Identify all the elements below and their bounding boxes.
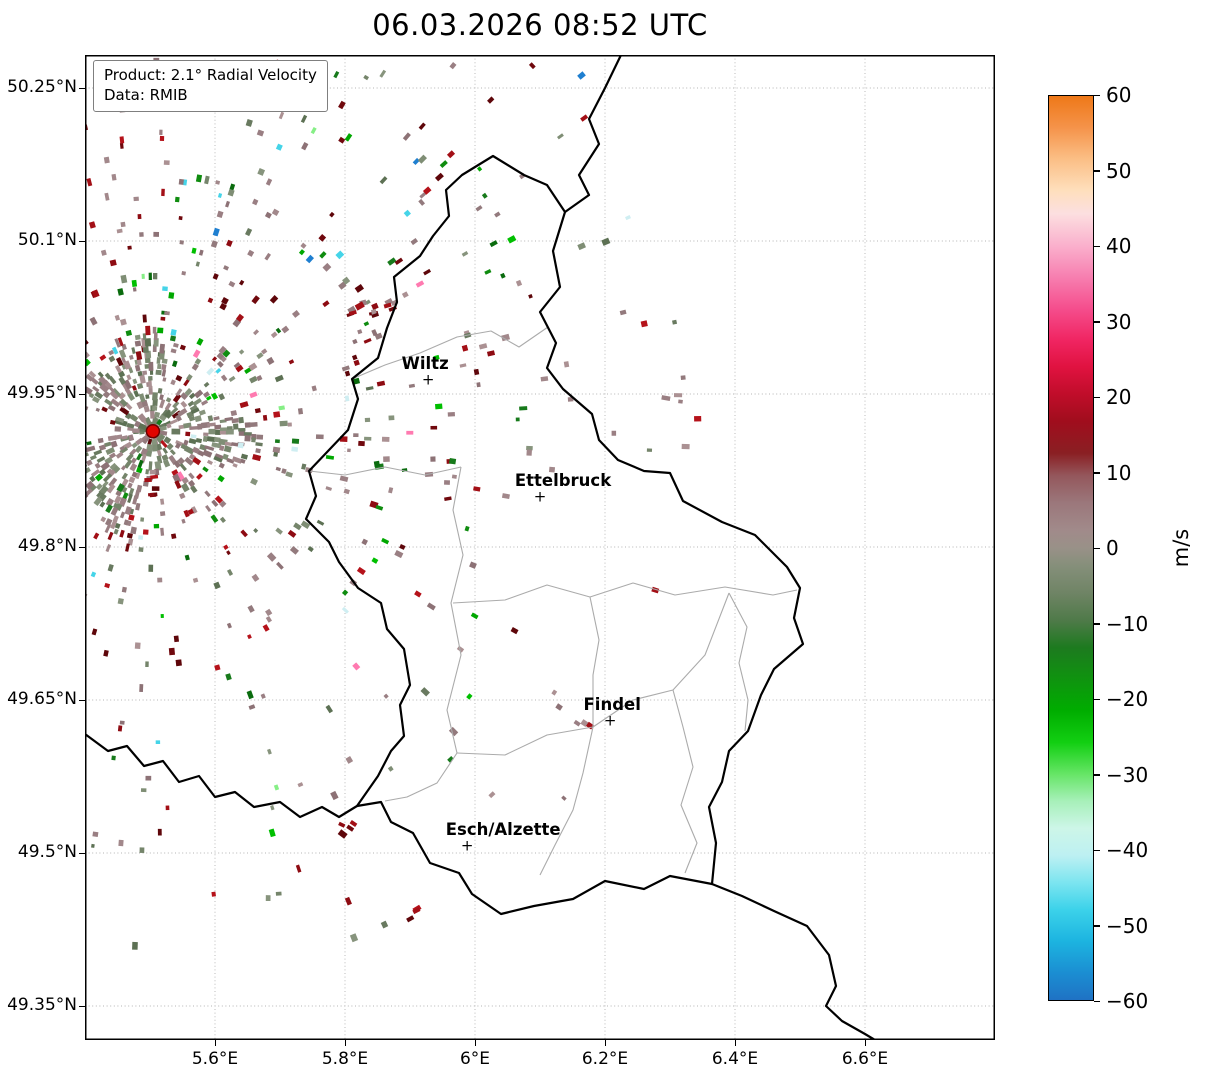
canton-border <box>351 326 557 380</box>
city-label: Wiltz <box>401 353 449 373</box>
colorbar-tick-label: 10 <box>1106 460 1132 485</box>
y-tick-label: 49.95°N <box>7 383 77 403</box>
y-tick-label: 50.1°N <box>17 230 77 250</box>
x-tick-mark <box>864 1040 866 1046</box>
canton-border <box>728 592 749 732</box>
city-label: Esch/Alzette <box>445 819 561 839</box>
x-tick-mark <box>214 1040 216 1046</box>
canton-border <box>308 466 462 476</box>
colorbar-tick-label: 30 <box>1106 309 1132 334</box>
y-tick-label: 49.65°N <box>7 689 77 709</box>
city-marker: + <box>421 370 435 389</box>
colorbar-tick-mark <box>1094 94 1100 96</box>
colorbar <box>1048 95 1094 1001</box>
product-label: Product: 2.1° Radial Velocity <box>104 66 317 84</box>
colorbar-tick-mark <box>1094 623 1100 625</box>
canton-border <box>452 582 798 604</box>
colorbar-tick-label: 40 <box>1106 234 1132 258</box>
y-tick-mark <box>79 393 85 395</box>
x-tick-label: 6.4°E <box>711 1049 759 1069</box>
canton-border <box>456 592 730 756</box>
axes-frame <box>85 55 995 1040</box>
x-tick-label: 6°E <box>459 1049 491 1069</box>
canton-border <box>384 466 464 802</box>
y-tick-mark <box>79 852 85 854</box>
y-tick-mark <box>79 699 85 701</box>
colorbar-tick-label: −10 <box>1106 611 1149 636</box>
france-germany-border <box>711 882 876 1040</box>
colorbar-tick-mark <box>1094 245 1100 247</box>
x-tick-mark <box>344 1040 346 1046</box>
y-tick-mark <box>79 240 85 242</box>
colorbar-tick-mark <box>1094 698 1100 700</box>
x-tick-mark <box>734 1040 736 1046</box>
map-canvas <box>85 55 995 1040</box>
y-tick-label: 49.35°N <box>7 995 77 1015</box>
colorbar-tick-label: −30 <box>1106 762 1149 787</box>
colorbar-tick-label: 0 <box>1106 536 1119 560</box>
colorbar-tick-label: −60 <box>1106 989 1149 1013</box>
belgium-france-border <box>85 733 358 819</box>
x-tick-label: 6.6°E <box>841 1049 889 1069</box>
y-tick-mark <box>79 87 85 89</box>
city-marker: + <box>533 487 547 506</box>
colorbar-tick-label: 20 <box>1106 385 1132 409</box>
canton-border <box>589 596 600 727</box>
city-label: Ettelbruck <box>514 471 612 491</box>
city-marker: + <box>603 711 617 730</box>
product-info-box: Product: 2.1° Radial Velocity Data: RMIB <box>93 60 328 112</box>
colorbar-tick-mark <box>1094 547 1100 549</box>
y-tick-label: 49.5°N <box>17 842 77 862</box>
x-tick-mark <box>474 1040 476 1046</box>
radar-site-dot <box>145 423 161 439</box>
x-tick-label: 5.8°E <box>321 1049 369 1069</box>
y-tick-mark <box>79 546 85 548</box>
colorbar-tick-label: 60 <box>1106 83 1132 107</box>
x-tick-label: 6.2°E <box>581 1049 629 1069</box>
colorbar-tick-label: −40 <box>1106 838 1149 862</box>
y-tick-label: 50.25°N <box>7 77 77 97</box>
y-tick-mark <box>79 1005 85 1007</box>
colorbar-tick-mark <box>1094 1000 1100 1002</box>
colorbar-tick-mark <box>1094 774 1100 776</box>
canton-border <box>539 726 594 876</box>
map-plot: Product: 2.1° Radial Velocity Data: RMIB… <box>85 55 995 1040</box>
radar-speckles <box>85 55 702 950</box>
data-source-label: Data: RMIB <box>104 86 188 105</box>
colorbar-tick-mark <box>1094 472 1100 474</box>
x-tick-label: 5.6°E <box>191 1049 239 1069</box>
colorbar-tick-mark <box>1094 396 1100 398</box>
y-tick-label: 49.8°N <box>17 536 77 556</box>
colorbar-tick-mark <box>1094 925 1100 927</box>
colorbar-tick-label: −50 <box>1106 913 1149 938</box>
colorbar-tick-label: 50 <box>1106 158 1132 183</box>
colorbar-tick-label: −20 <box>1106 687 1149 711</box>
luxembourg-border <box>304 154 805 916</box>
colorbar-tick-mark <box>1094 321 1100 323</box>
colorbar-tick-mark <box>1094 849 1100 851</box>
x-tick-mark <box>604 1040 606 1046</box>
canton-border <box>672 689 698 874</box>
city-marker: + <box>460 836 474 855</box>
figure-title: 06.03.2026 08:52 UTC <box>372 8 708 42</box>
city-label: Findel <box>583 695 641 715</box>
colorbar-tick-mark <box>1094 170 1100 172</box>
belgium-germany-border <box>564 55 622 213</box>
